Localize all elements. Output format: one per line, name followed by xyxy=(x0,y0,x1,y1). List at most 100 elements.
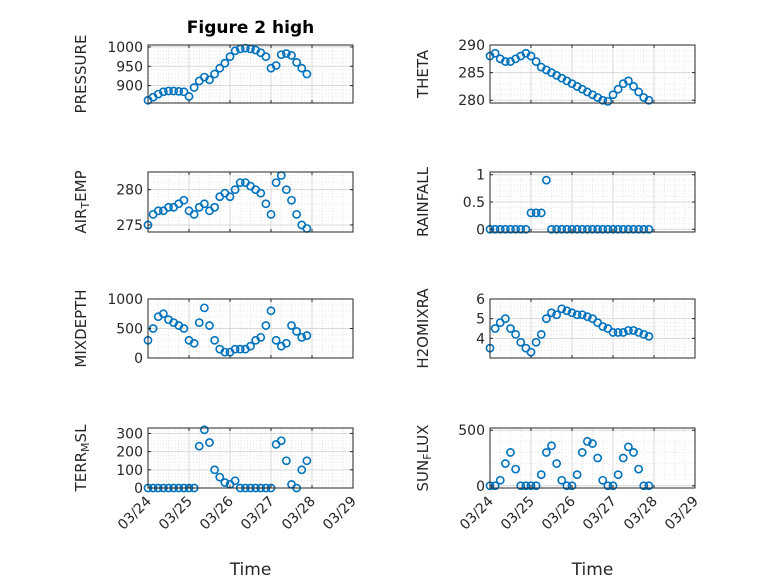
x-tick-label: 03/25 xyxy=(156,494,196,534)
x-axis-label: Time xyxy=(571,560,614,580)
data-point xyxy=(618,224,628,234)
data-point xyxy=(256,332,266,342)
x-tick-label: 03/26 xyxy=(539,493,579,533)
x-axis-label: Time xyxy=(229,560,272,580)
data-point xyxy=(572,470,582,480)
y-tick-label: 1000 xyxy=(107,40,143,56)
data-point xyxy=(613,224,623,234)
axes-box xyxy=(147,427,354,489)
data-point xyxy=(261,321,271,330)
data-point xyxy=(506,448,515,457)
data-point xyxy=(634,328,644,337)
subplot-8: 0 500 SUNFLUX 03/24 03/25 03/26 03/27 03/28 03/2… xyxy=(414,423,702,580)
data-point xyxy=(644,331,654,341)
data-point xyxy=(536,470,546,480)
data-point xyxy=(521,481,531,491)
data-point xyxy=(199,303,209,313)
y-tick-label: 280 xyxy=(458,93,485,109)
y-axis-label: PRESSURE xyxy=(72,35,90,114)
data-point xyxy=(531,337,541,347)
x-tick-label: 03/29 xyxy=(320,494,360,534)
data-point xyxy=(281,49,291,58)
subplot-5: 0 500 1000 MIXDEPTH xyxy=(72,289,354,368)
data-point xyxy=(562,306,572,316)
data-point xyxy=(629,326,638,335)
data-point xyxy=(220,347,230,357)
data-point xyxy=(526,481,536,491)
data-point xyxy=(287,195,296,205)
data-point xyxy=(634,87,644,97)
subplot-1: 900 950 1000 PRESSURE Figure 2 high xyxy=(72,18,354,114)
series-markers xyxy=(143,171,312,233)
data-point xyxy=(629,448,638,457)
data-point xyxy=(582,224,592,234)
data-point xyxy=(572,310,582,320)
y-axis-label: SUNFLUX xyxy=(414,425,434,492)
data-point xyxy=(215,472,225,482)
x-tick-label: 03/28 xyxy=(279,494,319,534)
data-point xyxy=(603,481,613,491)
y-tick-label: 285 xyxy=(458,66,485,82)
data-point xyxy=(557,475,567,485)
data-point xyxy=(623,442,633,452)
data-point xyxy=(618,453,628,463)
data-point xyxy=(582,436,592,446)
subplot-6: 4 5 6 H2OMIXRA xyxy=(414,288,696,369)
data-point xyxy=(598,95,608,105)
series-markers xyxy=(485,48,654,106)
plot-area xyxy=(490,299,695,358)
data-point xyxy=(271,335,281,345)
data-point xyxy=(557,304,567,314)
data-point xyxy=(608,481,618,491)
data-point xyxy=(608,90,618,100)
data-point xyxy=(230,46,240,56)
data-point xyxy=(613,84,623,94)
y-axis-label: H2OMIXRA xyxy=(414,288,432,369)
data-point xyxy=(230,476,240,486)
data-point xyxy=(490,48,500,58)
data-point xyxy=(639,224,649,234)
y-tick-label: 950 xyxy=(116,59,143,75)
data-point xyxy=(297,63,307,73)
x-tick-label: 03/27 xyxy=(238,494,278,534)
data-point xyxy=(490,324,500,333)
data-point xyxy=(164,202,173,212)
data-point xyxy=(302,69,312,79)
data-point xyxy=(199,425,209,435)
data-point xyxy=(179,195,189,205)
data-point xyxy=(225,52,235,61)
data-point xyxy=(567,481,577,491)
y-axis-label: TERRMSL xyxy=(72,424,92,493)
data-point xyxy=(623,224,633,234)
data-point xyxy=(567,308,577,318)
y-tick-label: 100 xyxy=(116,463,143,479)
subplot-3: 275 280 AIRTEMP xyxy=(72,170,354,234)
y-tick-label: 280 xyxy=(116,183,143,199)
data-point xyxy=(516,337,526,347)
data-point xyxy=(210,465,220,475)
data-point xyxy=(506,324,515,333)
data-point xyxy=(302,331,312,340)
data-point xyxy=(302,456,312,466)
data-point xyxy=(552,310,562,320)
data-point xyxy=(225,192,235,202)
x-tick-label: 03/24 xyxy=(115,493,155,533)
data-point xyxy=(572,224,582,234)
data-point xyxy=(536,208,546,218)
data-point xyxy=(644,481,654,491)
data-point xyxy=(215,63,225,73)
data-point xyxy=(297,465,307,475)
data-point xyxy=(281,456,291,466)
data-point xyxy=(577,448,587,457)
y-axis-label: MIXDEPTH xyxy=(72,289,90,367)
x-tick-label: 03/24 xyxy=(457,493,497,533)
data-point xyxy=(511,329,521,339)
data-point xyxy=(287,51,296,60)
data-point xyxy=(500,224,510,234)
data-point xyxy=(577,310,587,320)
y-tick-label: 300 xyxy=(116,426,143,442)
data-point xyxy=(261,52,271,61)
data-point xyxy=(271,61,281,70)
x-tick-label: 03/25 xyxy=(498,494,538,534)
